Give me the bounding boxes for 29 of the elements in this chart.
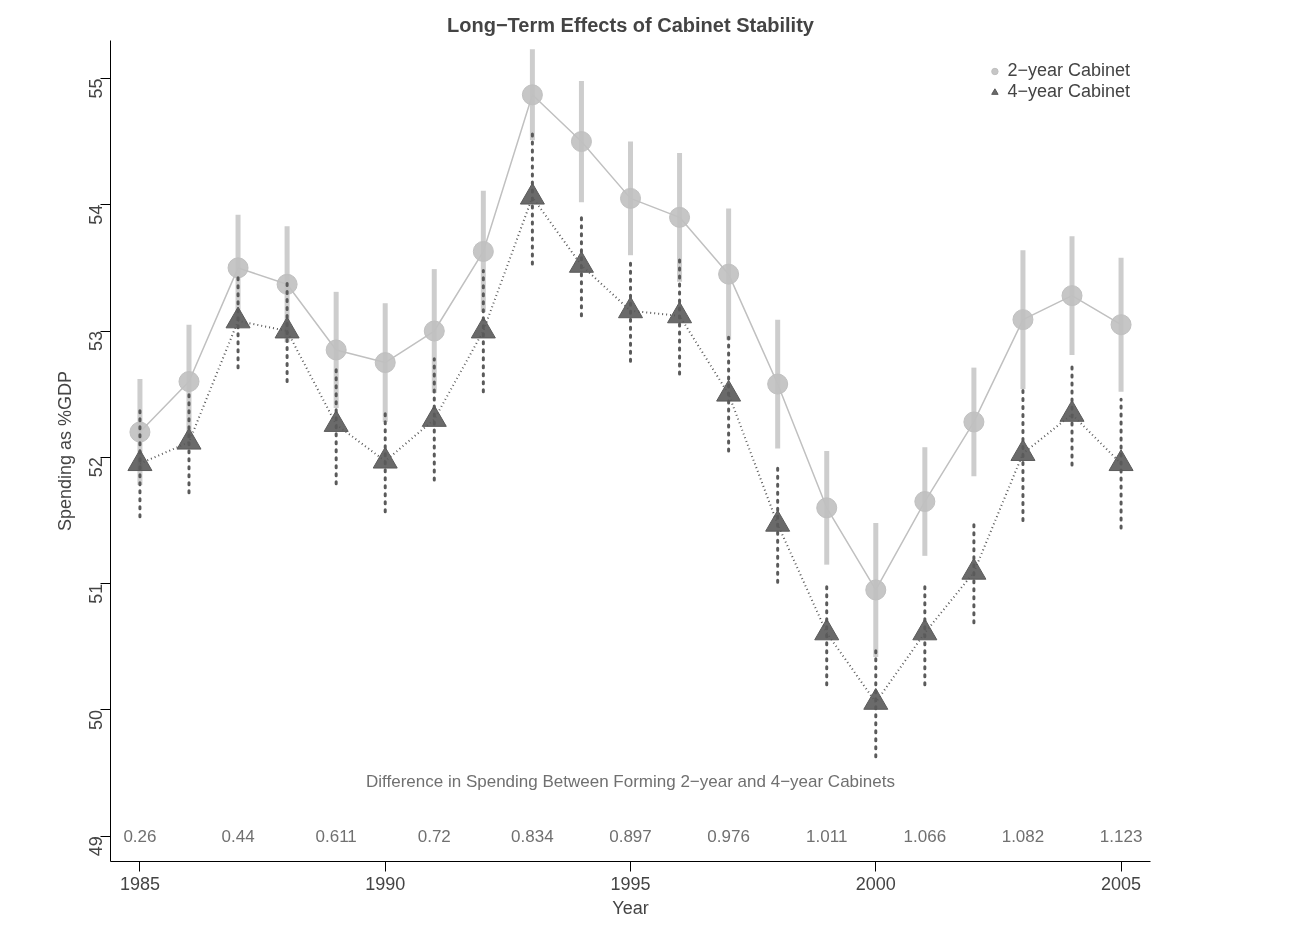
annotation: 1.082 (1001, 827, 1045, 847)
x-tick-label: 1995 (610, 873, 651, 894)
annotation: 0.897 (609, 827, 652, 847)
annotation: 1.066 (903, 827, 947, 847)
legend-label: 4−year Cabinet (1007, 81, 1130, 102)
y-tick-label: 53 (86, 331, 106, 352)
annotation: 0.72 (417, 827, 451, 847)
x-tick-label: 1985 (119, 873, 160, 894)
y-tick-label: 55 (86, 78, 106, 99)
y-axis-title: Spending as %GDP (54, 370, 75, 532)
y-tick-label: 51 (86, 583, 106, 604)
y-tick-label: 54 (86, 204, 106, 225)
annotation: Difference in Spending Between Forming 2−year and 4−year Cabinets (366, 771, 895, 791)
annotation: 0.26 (123, 827, 157, 847)
y-tick-label: 50 (86, 709, 106, 730)
chart-title: Long−Term Effects of Cabinet Stability (447, 13, 815, 36)
annotation: 0.976 (707, 827, 750, 847)
annotation: 1.011 (806, 827, 848, 847)
annotation: 0.44 (221, 827, 255, 847)
x-axis-title: Year (612, 897, 649, 918)
x-tick-label: 2005 (1101, 873, 1142, 894)
annotation: 0.834 (511, 827, 554, 847)
annotation: 0.611 (315, 827, 357, 847)
y-tick-label: 49 (86, 836, 106, 857)
legend-label: 2−year Cabinet (1007, 60, 1130, 81)
x-tick-label: 2000 (855, 873, 896, 894)
annotation: 1.123 (1099, 827, 1143, 847)
x-tick-label: 1990 (365, 873, 406, 894)
y-tick-label: 52 (86, 457, 106, 478)
